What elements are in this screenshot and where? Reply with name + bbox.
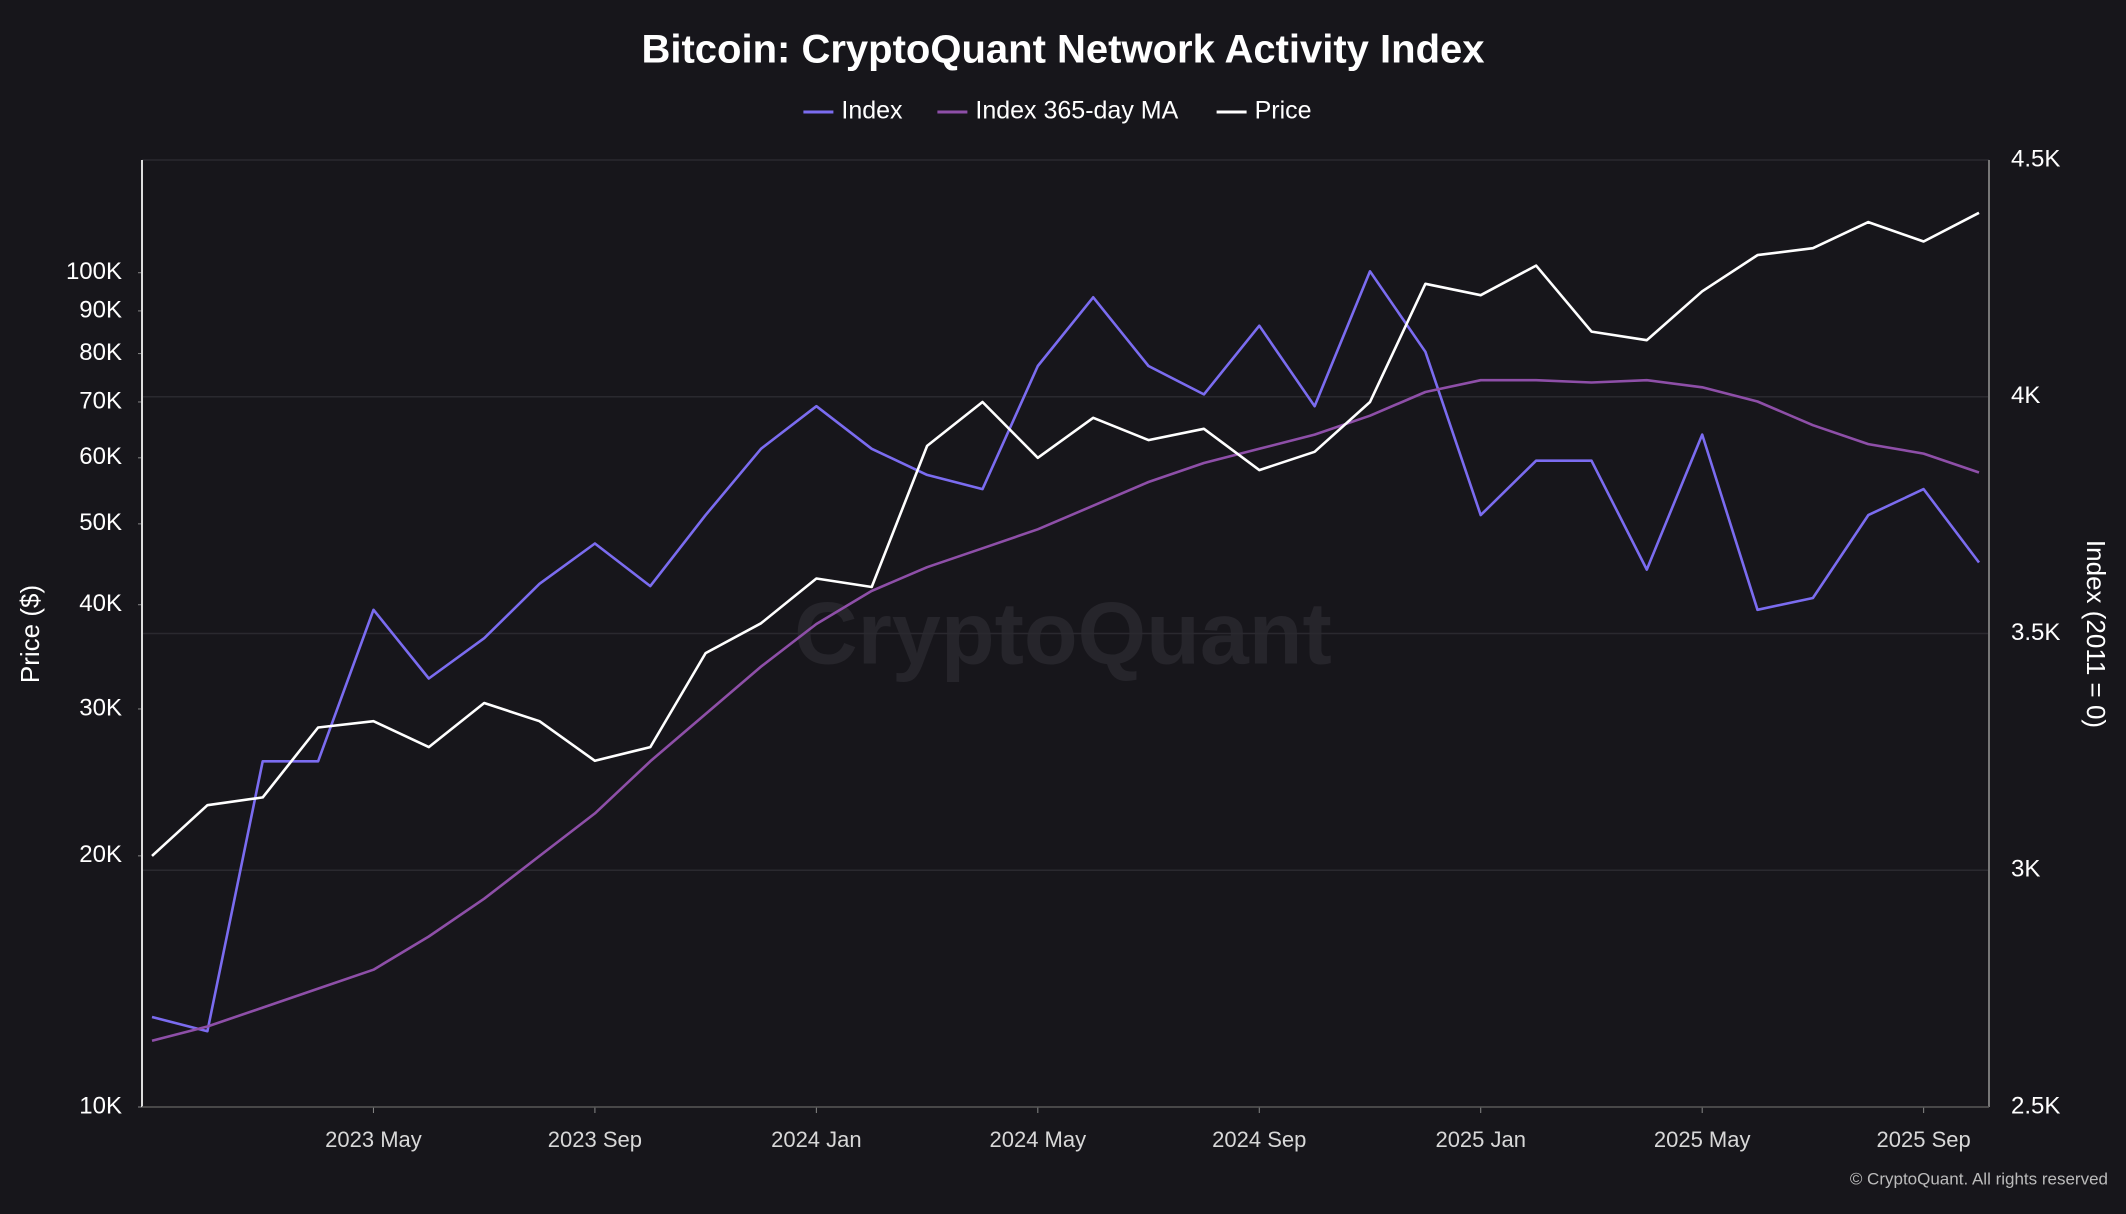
y-tick-label: 70K: [79, 387, 122, 414]
y2-tick-label: 2.5K: [2011, 1092, 2060, 1119]
y-tick-label: 10K: [79, 1092, 122, 1119]
y-tick-label: 90K: [79, 296, 122, 323]
y2-axis-label: Index (2011 = 0): [2081, 540, 2111, 728]
legend-label: Index 365-day MA: [975, 97, 1178, 125]
y-tick-label: 60K: [79, 443, 122, 470]
footer: © CryptoQuant. All rights reserved: [1850, 1169, 2108, 1188]
x-tick-label: 2025 May: [1654, 1127, 1751, 1152]
series-line: [151, 211, 1980, 857]
y2-tick-label: 4.5K: [2011, 145, 2060, 172]
x-tick-label: 2024 Jan: [771, 1127, 862, 1152]
series-line: [151, 378, 1980, 1042]
y-tick-label: 80K: [79, 339, 122, 366]
y2-tick-label: 4K: [2011, 382, 2040, 409]
y2-tick-label: 3K: [2011, 856, 2040, 883]
x-tick-label: 2025 Sep: [1877, 1127, 1971, 1152]
legend-label: Index: [841, 97, 903, 125]
x-tick-label: 2024 May: [990, 1127, 1087, 1152]
y-tick-label: 40K: [79, 590, 122, 617]
y-tick-label: 30K: [79, 694, 122, 721]
y2-tick-label: 3.5K: [2011, 619, 2060, 646]
x-tick-label: 2023 May: [325, 1127, 422, 1152]
y-tick-label: 100K: [66, 258, 122, 285]
y-tick-label: 50K: [79, 509, 122, 536]
series-line: [151, 270, 1981, 1033]
y-axis-label: Price ($): [15, 585, 45, 683]
y-tick-label: 20K: [79, 841, 122, 868]
chart-title: Bitcoin: CryptoQuant Network Activity In…: [641, 28, 1484, 72]
x-tick-label: 2023 Sep: [548, 1127, 642, 1152]
legend-label: Price: [1255, 97, 1312, 125]
x-tick-label: 2025 Jan: [1435, 1127, 1526, 1152]
x-tick-label: 2024 Sep: [1212, 1127, 1306, 1152]
